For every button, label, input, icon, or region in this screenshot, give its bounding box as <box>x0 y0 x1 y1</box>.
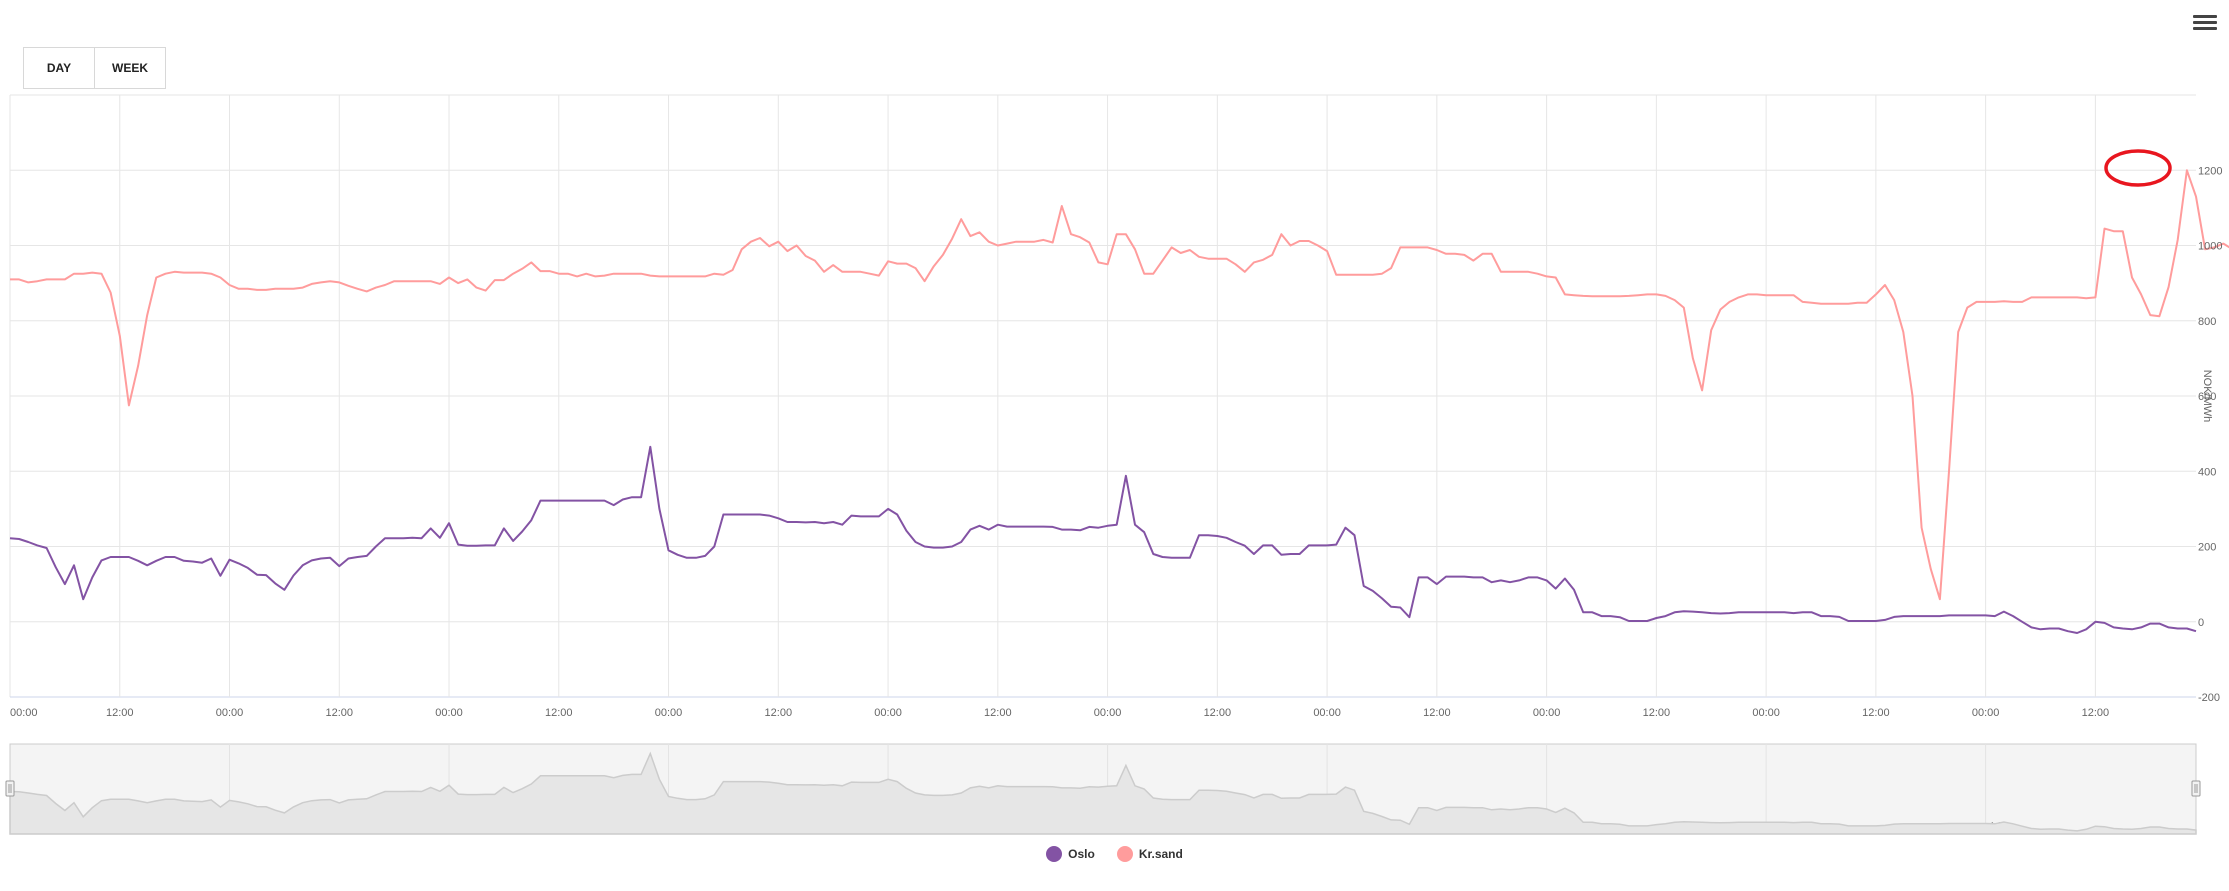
navigator-date-label: 27 Aug <box>233 821 264 832</box>
x-tick-label: 12:00 <box>984 707 1012 719</box>
navigator-date-label: 4 Sep <box>1989 821 2016 832</box>
legend: Oslo Kr.sand <box>0 846 2229 862</box>
day-button[interactable]: DAY <box>23 47 95 89</box>
legend-label-krsand: Kr.sand <box>1138 847 1183 861</box>
x-tick-label: 12:00 <box>106 707 134 719</box>
navigator-date-label: 28 Aug <box>452 821 483 832</box>
x-tick-label: 12:00 <box>1643 707 1671 719</box>
navigator-right-handle[interactable] <box>2191 780 2201 797</box>
x-tick-label: 00:00 <box>10 707 38 719</box>
y-axis-label: NOK/MWh <box>2201 370 2213 423</box>
x-tick-label: 00:00 <box>216 707 244 719</box>
navigator-background <box>9 743 2197 835</box>
x-tick-label: 12:00 <box>1862 707 1890 719</box>
navigator-date-label: 29 Aug <box>672 821 703 832</box>
x-tick-label: 00:00 <box>1972 707 2000 719</box>
x-tick-label: 00:00 <box>874 707 902 719</box>
y-tick-label: 600 <box>2198 391 2216 403</box>
x-axis-ticks: 00:00 12:00 00:00 12:00 00:00 12:00 00:00 12:00… <box>10 707 2109 719</box>
x-tick-label: 12:00 <box>1204 707 1232 719</box>
y-tick-label: 1200 <box>2198 165 2222 177</box>
grid <box>10 95 2196 697</box>
y-tick-label: 0 <box>2198 617 2204 629</box>
navigator-series-area <box>9 751 2197 835</box>
legend-dot-krsand <box>1116 846 1133 862</box>
x-tick-label: 00:00 <box>1533 707 1561 719</box>
x-tick-label: 00:00 <box>1313 707 1341 719</box>
legend-item-krsand[interactable]: Kr.sand <box>1116 846 1183 862</box>
x-tick-label: 12:00 <box>326 707 354 719</box>
y-tick-label: 400 <box>2198 466 2216 478</box>
y-tick-label: 200 <box>2198 542 2216 554</box>
navigator-date-label: 3 Sep <box>1769 821 1796 832</box>
x-tick-label: 00:00 <box>435 707 463 719</box>
navigator-date-label: 31 Aug <box>1111 821 1142 832</box>
navigator-date-label: 30 Aug <box>891 821 922 832</box>
range-selector: DAY WEEK <box>23 47 166 89</box>
series-lines <box>9 169 2229 634</box>
navigator-date-label: 26 Aug <box>13 821 44 832</box>
week-button[interactable]: WEEK <box>94 47 166 89</box>
navigator-left-handle[interactable] <box>5 780 15 797</box>
navigator-date-label: 1 Sep <box>1330 821 1357 832</box>
legend-dot-oslo <box>1046 846 1063 862</box>
annotation <box>2104 149 2172 187</box>
x-tick-label: 00:00 <box>655 707 683 719</box>
legend-item-oslo[interactable]: Oslo <box>1046 846 1095 862</box>
x-tick-label: 12:00 <box>2082 707 2110 719</box>
y-tick-label: 800 <box>2198 316 2216 328</box>
x-tick-label: 00:00 <box>1752 707 1780 719</box>
series-line-krsand <box>10 169 2229 601</box>
hamburger-menu-icon[interactable] <box>2193 12 2217 34</box>
x-tick-label: 12:00 <box>1423 707 1451 719</box>
navigator-date-label: 2 Sep <box>1550 821 1577 832</box>
legend-label-oslo: Oslo <box>1068 847 1095 861</box>
x-tick-label: 00:00 <box>1094 707 1122 719</box>
x-tick-label: 12:00 <box>545 707 573 719</box>
navigator: 26 Aug 27 Aug 28 Aug 29 Aug 30 Aug 31 Aug 1 Se… <box>5 743 2201 835</box>
series-line-oslo <box>9 445 2197 634</box>
y-axis-ticks: -200 0 200 400 600 800 1000 1200 <box>2198 165 2222 704</box>
y-tick-label: -200 <box>2198 692 2220 704</box>
highlight-ellipse <box>2104 149 2172 187</box>
y-tick-label: 1000 <box>2198 241 2222 253</box>
x-tick-label: 12:00 <box>765 707 793 719</box>
